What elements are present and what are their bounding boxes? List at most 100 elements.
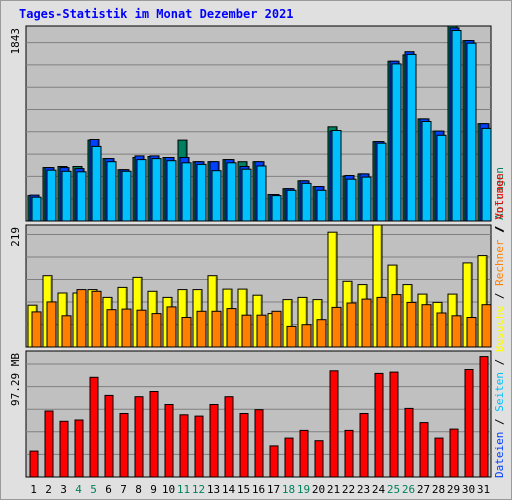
bar-seiten-day-12 — [196, 163, 207, 222]
bar-rechner-day-26 — [406, 301, 417, 348]
bar-seiten-day-1 — [31, 196, 42, 222]
bar-rechner-day-23 — [361, 298, 372, 348]
bar-shadow — [290, 300, 292, 347]
bar-seiten-day-23 — [361, 176, 372, 222]
legend-separator-top: / — [493, 225, 506, 232]
bar-rechner-day-10 — [166, 306, 177, 348]
x-tick-day-18: 18 — [282, 483, 295, 496]
bar-volumen-day-15 — [239, 413, 249, 478]
bar-seiten-day-24 — [376, 142, 387, 222]
legend-combined: Dateien / Seiten / Besuche / Rechner / V… — [493, 173, 506, 478]
bar-seiten-day-7 — [121, 170, 132, 222]
bar-seiten-day-16 — [256, 165, 267, 222]
bar-seiten-day-29 — [451, 30, 462, 222]
x-tick-day-29: 29 — [447, 483, 460, 496]
x-tick-day-1: 1 — [30, 483, 37, 496]
x-tick-day-4: 4 — [75, 483, 82, 496]
bar-volumen-day-19 — [299, 429, 309, 478]
bar-volumen-day-7 — [119, 413, 129, 478]
panel-bottom — [25, 350, 492, 478]
bar-volumen-day-5 — [89, 376, 99, 478]
x-tick-day-10: 10 — [162, 483, 175, 496]
bar-rechner-day-20 — [316, 319, 327, 348]
panel-top — [25, 25, 492, 222]
bar-seiten-day-8 — [136, 159, 147, 222]
x-tick-day-13: 13 — [207, 483, 220, 496]
legend-separator: / — [493, 286, 506, 306]
bar-seiten-day-20 — [316, 189, 327, 222]
y-axis-max-label: 219 — [9, 227, 22, 247]
bar-volumen-day-6 — [104, 394, 114, 478]
x-tick-day-14: 14 — [222, 483, 236, 496]
bar-seiten-day-10 — [166, 160, 177, 222]
x-tick-day-22: 22 — [342, 483, 355, 496]
legend-rechner: Rechner — [493, 239, 506, 286]
x-tick-day-17: 17 — [267, 483, 280, 496]
bar-volumen-day-30 — [464, 369, 474, 478]
bar-seiten-day-28 — [436, 134, 447, 222]
x-tick-day-3: 3 — [60, 483, 67, 496]
x-tick-day-21: 21 — [327, 483, 340, 496]
bar-rechner-day-3 — [61, 315, 72, 348]
bar-rechner-day-22 — [346, 302, 357, 348]
bar-volumen-day-11 — [179, 414, 189, 478]
x-tick-day-5: 5 — [90, 483, 97, 496]
bar-volumen-day-29 — [449, 428, 459, 478]
x-tick-day-2: 2 — [45, 483, 52, 496]
x-tick-day-26: 26 — [402, 483, 415, 496]
y-axis-max-label: 97.29 MB — [9, 353, 22, 406]
bar-rechner-day-2 — [46, 301, 57, 348]
bar-volumen-day-23 — [359, 413, 369, 478]
bar-seiten-day-26 — [406, 53, 417, 222]
bar-rechner-day-21 — [331, 306, 342, 348]
bar-volumen-day-2 — [44, 410, 54, 478]
legend-seiten: Seiten — [493, 372, 506, 412]
bar-volumen-day-9 — [149, 391, 159, 478]
bar-shadow — [305, 298, 307, 347]
bar-rechner-day-8 — [136, 309, 147, 348]
bar-rechner-day-11 — [181, 317, 192, 348]
x-tick-day-11: 11 — [177, 483, 190, 496]
x-tick-day-20: 20 — [312, 483, 325, 496]
bar-volumen-day-8 — [134, 396, 144, 478]
legend-separator: / — [493, 412, 506, 432]
bar-volumen-day-24 — [374, 372, 384, 478]
bar-rechner-day-15 — [241, 314, 252, 348]
bar-seiten-day-11 — [181, 162, 192, 222]
bar-volumen-day-4 — [74, 419, 84, 478]
bar-seiten-day-31 — [481, 127, 492, 222]
bar-volumen-day-14 — [224, 396, 234, 478]
legend-separator: / — [493, 220, 506, 240]
chart-title: Tages-Statistik im Monat Dezember 2021 — [19, 7, 294, 21]
bar-rechner-day-4 — [76, 289, 87, 348]
bar-seiten-day-30 — [466, 42, 477, 222]
x-tick-day-8: 8 — [135, 483, 142, 496]
bar-volumen-day-17 — [269, 445, 279, 478]
x-tick-day-12: 12 — [192, 483, 205, 496]
legend-volumen: Volumen — [493, 173, 506, 219]
bar-seiten-day-15 — [241, 168, 252, 222]
bar-volumen-day-26 — [404, 407, 414, 478]
bar-rechner-day-9 — [151, 313, 162, 348]
bar-seiten-day-14 — [226, 162, 237, 222]
bar-volumen-day-13 — [209, 404, 219, 478]
bar-seiten-day-2 — [46, 169, 57, 222]
bar-seiten-day-21 — [331, 130, 342, 222]
bar-rechner-day-1 — [31, 311, 42, 348]
x-tick-day-15: 15 — [237, 483, 250, 496]
bar-rechner-day-18 — [286, 325, 297, 348]
x-tick-day-27: 27 — [417, 483, 430, 496]
bar-rechner-day-30 — [466, 317, 477, 348]
bar-volumen-day-16 — [254, 409, 264, 478]
bar-seiten-day-27 — [421, 121, 432, 222]
x-tick-day-6: 6 — [105, 483, 112, 496]
bar-rechner-day-6 — [106, 309, 117, 348]
bar-seiten-day-9 — [151, 158, 162, 222]
bar-volumen-day-18 — [284, 437, 294, 478]
bar-rechner-day-12 — [196, 310, 207, 348]
bar-shadow — [470, 263, 472, 347]
x-tick-day-9: 9 — [150, 483, 157, 496]
bar-volumen-day-12 — [194, 415, 204, 478]
legend-anfragen: Anfragen — [493, 167, 506, 220]
